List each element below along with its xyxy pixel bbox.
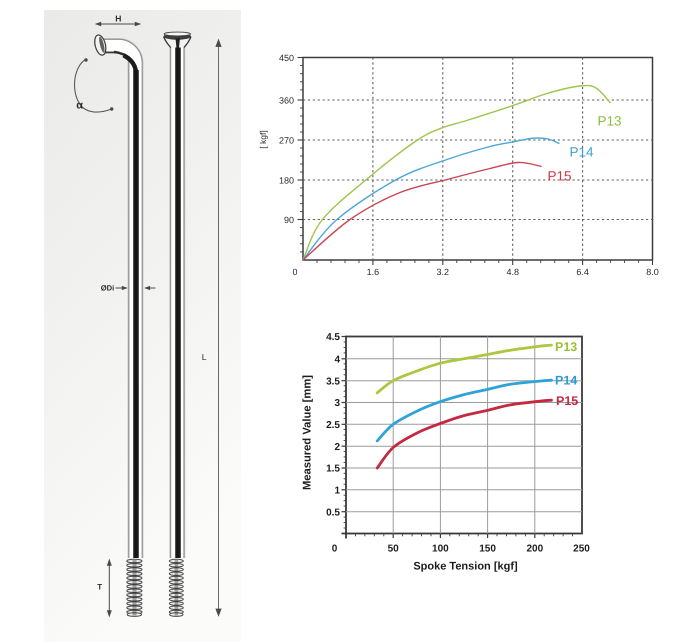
svg-text:P15: P15: [548, 169, 572, 184]
svg-text:α: α: [76, 100, 83, 112]
svg-text:[ kgf]: [ kgf]: [258, 130, 268, 148]
svg-text:3.2: 3.2: [437, 267, 450, 277]
svg-text:360: 360: [279, 96, 294, 106]
svg-text:L: L: [202, 352, 207, 362]
svg-text:P14: P14: [570, 145, 595, 160]
svg-text:0: 0: [332, 544, 338, 555]
svg-text:4.8: 4.8: [506, 267, 519, 277]
svg-text:50: 50: [388, 544, 400, 555]
svg-text:P15: P15: [556, 394, 578, 408]
svg-text:0: 0: [292, 267, 297, 277]
svg-text:3.5: 3.5: [326, 376, 340, 387]
svg-text:450: 450: [279, 53, 294, 63]
svg-text:8.0: 8.0: [646, 267, 659, 277]
svg-text:90: 90: [284, 215, 294, 225]
svg-text:P13: P13: [555, 340, 577, 354]
svg-text:0.5: 0.5: [326, 507, 340, 518]
svg-text:100: 100: [432, 544, 449, 555]
svg-text:ØDi: ØDi: [101, 284, 115, 293]
svg-text:180: 180: [279, 176, 294, 186]
svg-text:P13: P13: [598, 114, 622, 129]
svg-text:150: 150: [479, 544, 496, 555]
svg-text:Measured Value [mm]: Measured Value [mm]: [302, 375, 314, 490]
svg-text:T: T: [97, 583, 102, 592]
svg-text:2.5: 2.5: [326, 420, 340, 431]
svg-text:270: 270: [279, 136, 294, 146]
svg-text:H: H: [115, 13, 121, 23]
svg-text:1.6: 1.6: [367, 267, 380, 277]
svg-text:P14: P14: [555, 374, 577, 388]
svg-text:250: 250: [573, 544, 590, 555]
svg-text:Spoke Tension [kgf]: Spoke Tension [kgf]: [413, 561, 518, 573]
svg-text:1: 1: [334, 486, 340, 497]
svg-text:1.5: 1.5: [326, 464, 340, 475]
svg-text:200: 200: [526, 544, 543, 555]
svg-text:2: 2: [334, 442, 340, 453]
svg-text:4: 4: [334, 355, 340, 366]
svg-text:4.5: 4.5: [326, 332, 340, 343]
svg-text:3: 3: [334, 398, 340, 409]
svg-text:6.4: 6.4: [576, 267, 589, 277]
